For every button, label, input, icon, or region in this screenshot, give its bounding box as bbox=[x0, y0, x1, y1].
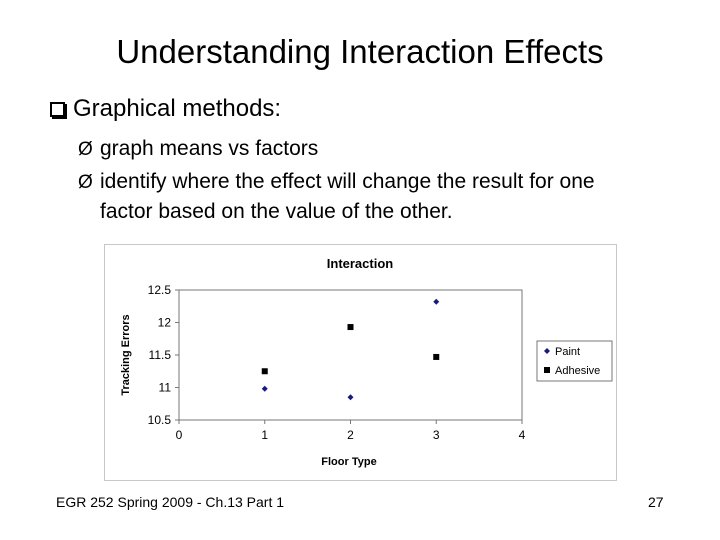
x-tick-label: 2 bbox=[347, 428, 354, 442]
footer-course: EGR 252 Spring 2009 - Ch.13 Part 1 bbox=[56, 494, 285, 510]
y-tick-label: 12 bbox=[158, 316, 172, 330]
x-axis-ticks: 0 1 2 3 4 bbox=[176, 420, 526, 442]
main-bullet-text: Graphical methods: bbox=[73, 95, 282, 122]
y-tick-label: 12.5 bbox=[148, 283, 172, 297]
sub-bullet-text-continued: factor based on the value of the other. bbox=[100, 200, 453, 223]
legend-box bbox=[536, 340, 613, 382]
adhesive-data-point bbox=[433, 353, 440, 360]
paint-data-point bbox=[261, 385, 268, 392]
y-axis-ticks: 10.5 11 11.5 12 12.5 bbox=[148, 283, 179, 427]
plot-area bbox=[178, 289, 523, 421]
paint-data-point bbox=[347, 394, 354, 401]
y-axis-label: Tracking Errors bbox=[120, 314, 132, 395]
page-number: 27 bbox=[648, 494, 664, 510]
y-tick-label: 11.5 bbox=[149, 348, 172, 362]
legend-label: Adhesive bbox=[555, 365, 600, 377]
adhesive-data-point bbox=[261, 368, 268, 375]
sub-bullet-text: identify where the effect will change th… bbox=[100, 170, 595, 193]
x-axis-label: Floor Type bbox=[321, 456, 376, 468]
main-bullet: Graphical methods: bbox=[50, 94, 281, 124]
chart-title: Interaction bbox=[327, 256, 394, 271]
paint-legend-marker bbox=[544, 348, 550, 354]
y-tick-label: 11 bbox=[159, 381, 172, 395]
sub-bullet-text: graph means vs factors bbox=[100, 137, 319, 160]
legend-label: Paint bbox=[555, 346, 580, 358]
adhesive-data-point bbox=[347, 324, 354, 331]
x-tick-label: 1 bbox=[261, 428, 268, 442]
slide-title: Understanding Interaction Effects bbox=[116, 33, 604, 70]
arrow-bullet-icon: Ø bbox=[78, 139, 93, 160]
adhesive-legend-marker bbox=[544, 367, 550, 373]
x-tick-label: 4 bbox=[519, 428, 526, 442]
x-tick-label: 3 bbox=[433, 428, 440, 442]
arrow-bullet-icon: Ø bbox=[78, 172, 93, 193]
data-points bbox=[261, 298, 440, 401]
x-tick-label: 0 bbox=[176, 428, 183, 442]
y-tick-label: 10.5 bbox=[148, 413, 172, 427]
checkbox-bullet-icon bbox=[50, 101, 65, 117]
legend: Paint Adhesive bbox=[544, 346, 600, 377]
paint-data-point bbox=[433, 298, 440, 305]
